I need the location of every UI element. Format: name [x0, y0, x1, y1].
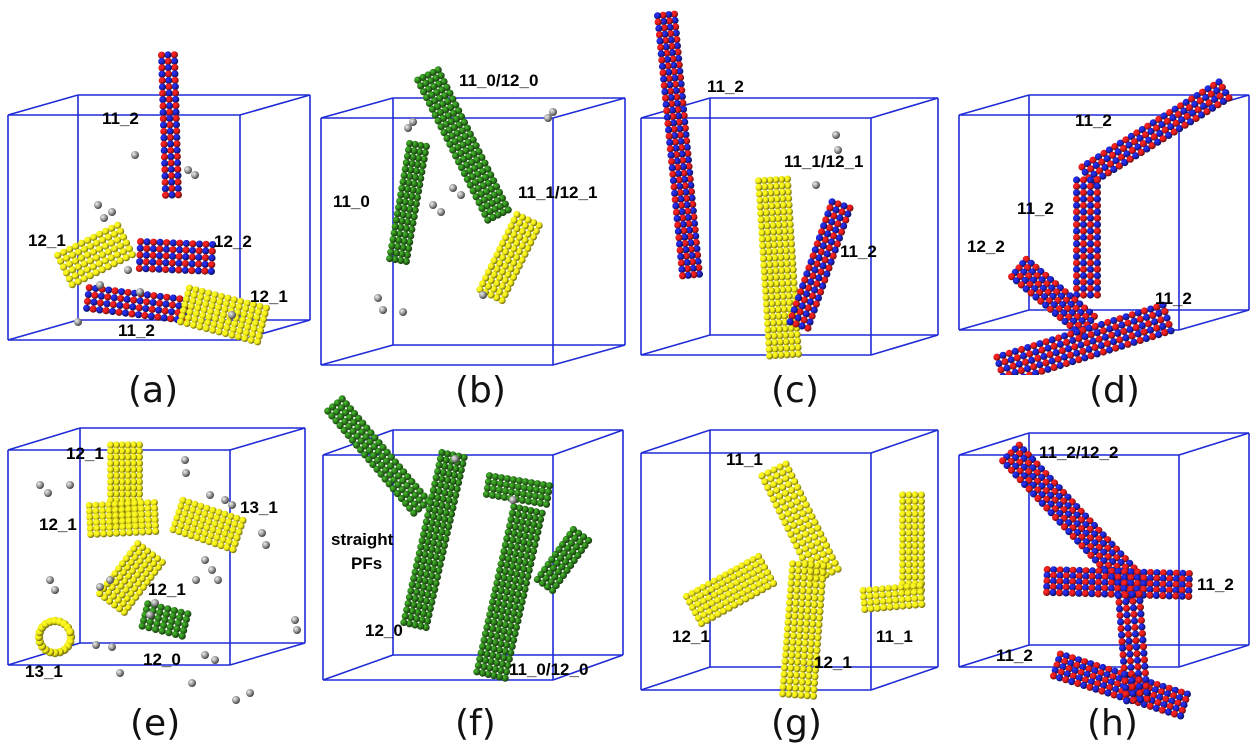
label-b-0: 11_0/12_0 [459, 71, 539, 90]
tube-green-small-right [533, 525, 593, 595]
tube-11-2-vertical [1073, 176, 1101, 299]
tube-11-1-12-1 [476, 210, 543, 305]
panel-e-scene [7, 427, 306, 704]
label-c-1: 11_1/12_1 [784, 152, 864, 171]
label-f-3: 11_0/12_0 [509, 660, 589, 679]
caption-e: (e) [130, 703, 181, 744]
tube-11-1-right-horizontal [859, 582, 926, 613]
tube-11-0-left [386, 140, 430, 265]
caption-f: (f) [455, 703, 496, 744]
tube-11-2-bottom [993, 301, 1175, 375]
label-c-0: 11_2 [707, 77, 744, 96]
tube-11-2-long [654, 10, 703, 280]
ions [451, 455, 517, 504]
label-g-1: 12_1 [672, 627, 710, 646]
tube-11-0-12-0-top [414, 66, 512, 224]
caption-a: (a) [128, 370, 179, 411]
caption-c: (c) [771, 370, 819, 411]
panel-f: straight PFs 12_0 11_0/12_0 (f) [313, 375, 626, 750]
tube-11-2-short [786, 198, 854, 332]
label-a-4: 11_2 [118, 321, 155, 340]
simulation-box [640, 97, 939, 356]
label-h-2: 11_2 [996, 646, 1033, 665]
label-f-0: straight [331, 530, 394, 549]
tube-12-0 [400, 448, 468, 632]
label-d-3: 11_2 [1155, 289, 1192, 308]
label-a-3: 12_1 [250, 287, 288, 306]
panel-c: 11_2 11_1/12_1 11_2 (c) [626, 0, 939, 411]
tube-12-1-right [177, 284, 270, 346]
panel-c-scene [640, 10, 939, 360]
label-h-1: 11_2 [1197, 575, 1234, 594]
label-f-2: 12_0 [365, 621, 403, 640]
tube-11-0-12-0 [473, 503, 546, 682]
tube-11-2-horizontal [1043, 566, 1193, 600]
panel-g-scene [640, 429, 939, 700]
panel-d: 11_2 11_2 12_2 11_2 (d) [939, 0, 1252, 411]
simulation-box [640, 429, 939, 691]
label-g-0: 11_1 [726, 450, 763, 469]
caption-b: (b) [455, 370, 506, 411]
label-a-0: 11_2 [102, 109, 139, 128]
tube-12-0 [138, 600, 192, 640]
panel-h-scene [958, 432, 1250, 720]
tube-12-2 [1008, 255, 1098, 338]
panel-d-scene [958, 78, 1250, 375]
panel-e: 12_1 12_1 13_1 12_1 13_1 12_0 (e) [0, 375, 313, 750]
tube-12-1-lower [96, 540, 166, 616]
label-g-3: 11_1 [876, 627, 913, 646]
tube-12-2 [135, 238, 217, 275]
panel-b: 11_0/12_0 11_0 11_1/12_1 (b) [313, 0, 626, 411]
tube-straight-pfs [324, 395, 432, 517]
panel-f-scene [322, 395, 624, 682]
label-e-5: 12_0 [143, 650, 181, 669]
caption-h: (h) [1087, 703, 1138, 744]
panel-g: 11_1 12_1 12_1 11_1 (g) [626, 375, 939, 750]
panel-h: 11_2/12_2 11_2 11_2 (h) [939, 375, 1252, 750]
tube-12-1-left [54, 221, 136, 289]
tube-11-1-12-1 [755, 175, 802, 360]
label-e-0: 12_1 [66, 444, 104, 463]
label-d-2: 12_2 [967, 237, 1005, 256]
label-c-2: 11_2 [840, 242, 877, 261]
label-f-1: PFs [351, 554, 383, 573]
label-e-4: 13_1 [25, 662, 63, 681]
label-b-2: 11_1/12_1 [518, 183, 598, 202]
tube-12-1-center [85, 499, 160, 538]
tube-11-2-vertical [1115, 590, 1151, 705]
caption-d: (d) [1089, 370, 1140, 411]
panel-b-scene [320, 66, 626, 366]
ions [374, 108, 557, 316]
label-a-1: 12_1 [28, 231, 66, 250]
ions [36, 456, 301, 704]
tube-11-2-vertical [158, 51, 182, 199]
panel-a-scene [7, 51, 311, 346]
caption-g: (g) [771, 703, 822, 744]
tube-12-1-center [779, 560, 827, 700]
tube-12-1-left [682, 552, 778, 628]
label-a-2: 12_2 [214, 232, 252, 251]
label-h-0: 11_2/12_2 [1039, 443, 1119, 462]
ions [74, 151, 236, 326]
ring-13-1 [34, 616, 76, 658]
label-e-2: 13_1 [240, 498, 278, 517]
label-e-3: 12_1 [148, 580, 186, 599]
label-d-1: 11_2 [1017, 199, 1054, 218]
label-e-1: 12_1 [39, 515, 77, 534]
tube-11-1-top [758, 460, 842, 585]
tube-11-1-right-vertical [899, 491, 925, 594]
tube-11-2-12-2-diagonal [999, 441, 1151, 602]
panel-a: 11_2 12_1 12_2 12_1 11_2 (a) [0, 0, 313, 411]
label-b-1: 11_0 [333, 192, 370, 211]
label-d-0: 11_2 [1075, 111, 1112, 130]
ions [812, 131, 842, 189]
simulation-box [322, 429, 624, 681]
tube-11-2-top [1078, 78, 1233, 187]
label-g-2: 12_1 [814, 653, 852, 672]
tube-13-1-right [169, 496, 247, 554]
tube-green-small-top [482, 472, 554, 508]
